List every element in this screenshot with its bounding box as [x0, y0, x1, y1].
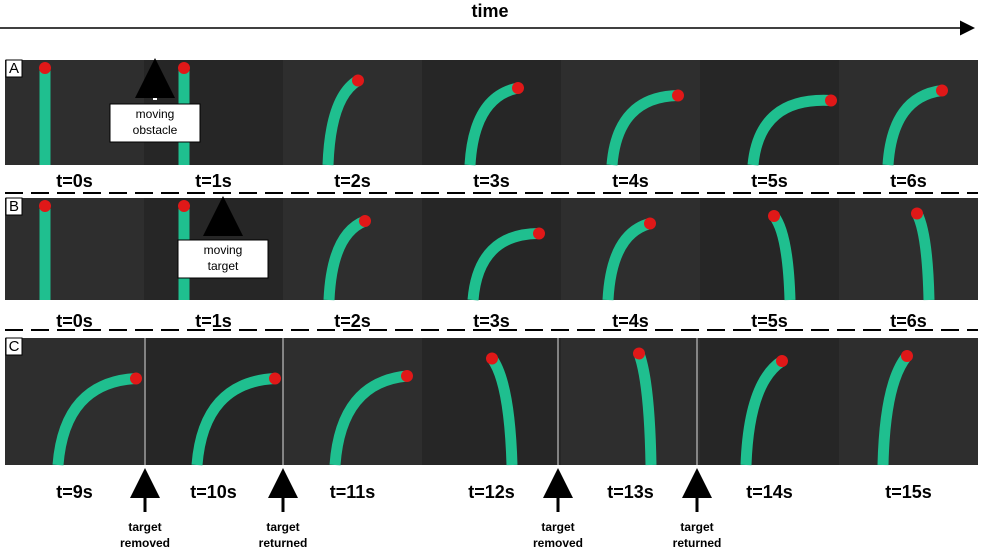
robot-arm — [877, 352, 912, 466]
annotation-box — [177, 239, 269, 279]
robot-arm — [322, 75, 362, 166]
robot-arm — [323, 215, 368, 301]
robot-arm — [633, 351, 657, 466]
time-label: t=1s — [195, 171, 232, 191]
robot-tip — [776, 355, 788, 367]
time-label: t=5s — [751, 311, 788, 331]
time-label: t=6s — [890, 171, 927, 191]
time-label: t=13s — [607, 482, 654, 502]
photo-frame — [5, 198, 144, 300]
photo-frame — [839, 198, 978, 300]
event-label: returned — [673, 536, 722, 550]
annotation-text: target — [208, 259, 239, 273]
photo-frame — [422, 60, 561, 165]
annotation-text: obstacle — [133, 123, 178, 137]
robot-tip — [178, 62, 190, 74]
robot-tip — [359, 215, 371, 227]
time-label: t=3s — [473, 171, 510, 191]
panel-label-box — [5, 337, 23, 356]
robot-arm — [464, 82, 520, 166]
time-label: t=1s — [195, 311, 232, 331]
robot-tip — [39, 62, 51, 74]
photo-frame — [561, 338, 700, 465]
time-label: t=11s — [330, 482, 376, 502]
robot-arm — [329, 370, 408, 466]
time-label: t=2s — [334, 311, 371, 331]
robot-arm — [606, 90, 679, 166]
event-label: removed — [533, 536, 583, 550]
robot-tip — [644, 217, 656, 230]
time-label: t=0s — [56, 171, 93, 191]
time-label: t=5s — [751, 171, 788, 191]
robot-arm — [52, 373, 137, 466]
photo-frame — [283, 198, 422, 300]
robot-tip — [768, 210, 780, 222]
panel-label-box — [5, 59, 23, 78]
event-label: target — [128, 520, 161, 534]
panel-label: B — [9, 198, 19, 215]
robot-tip — [911, 207, 923, 220]
time-label: t=6s — [890, 311, 927, 331]
event-label: returned — [259, 536, 308, 550]
robot-tip — [269, 372, 281, 385]
time-label: t=12s — [468, 482, 515, 502]
annotation-text: moving — [136, 107, 175, 121]
event-label: target — [680, 520, 713, 534]
robot-arm — [747, 94, 832, 166]
robot-tip — [901, 350, 913, 362]
robot-tip — [486, 352, 498, 365]
panel-label: A — [9, 60, 19, 77]
robot-tip — [130, 372, 142, 385]
robot-tip — [936, 84, 948, 97]
robot-arm — [191, 373, 276, 466]
photo-frame — [283, 60, 422, 165]
time-label: t=15s — [885, 482, 932, 502]
event-label: target — [541, 520, 574, 534]
event-label: target — [266, 520, 299, 534]
time-label: t=2s — [334, 171, 371, 191]
robot-arm — [882, 85, 943, 166]
robot-arm — [467, 228, 540, 301]
robot-tip — [512, 82, 524, 94]
time-label: t=14s — [746, 482, 793, 502]
time-label: t=0s — [56, 311, 93, 331]
time-label: t=3s — [473, 311, 510, 331]
robot-tip — [633, 347, 645, 360]
robot-arm — [487, 355, 518, 466]
photo-frame — [561, 198, 700, 300]
time-label: t=9s — [56, 482, 93, 502]
robot-arm — [602, 218, 652, 301]
robot-tip — [825, 94, 837, 107]
robot-tip — [39, 200, 51, 212]
annotation-text: moving — [204, 243, 243, 257]
robot-tip — [352, 74, 364, 87]
event-label: removed — [120, 536, 170, 550]
photo-frame — [700, 60, 839, 165]
robot-tip — [672, 89, 684, 102]
time-label: t=4s — [612, 171, 649, 191]
robot-tip — [401, 370, 413, 382]
panel-label: C — [9, 338, 20, 355]
time-label: time — [471, 1, 508, 21]
robot-tip — [178, 200, 190, 212]
annotation-box — [109, 103, 201, 143]
panel-label-box — [5, 197, 23, 216]
robot-arm — [740, 356, 786, 466]
photo-frame — [700, 338, 839, 465]
time-label: t=4s — [612, 311, 649, 331]
time-label: t=10s — [190, 482, 237, 502]
robot-tip — [533, 227, 545, 240]
